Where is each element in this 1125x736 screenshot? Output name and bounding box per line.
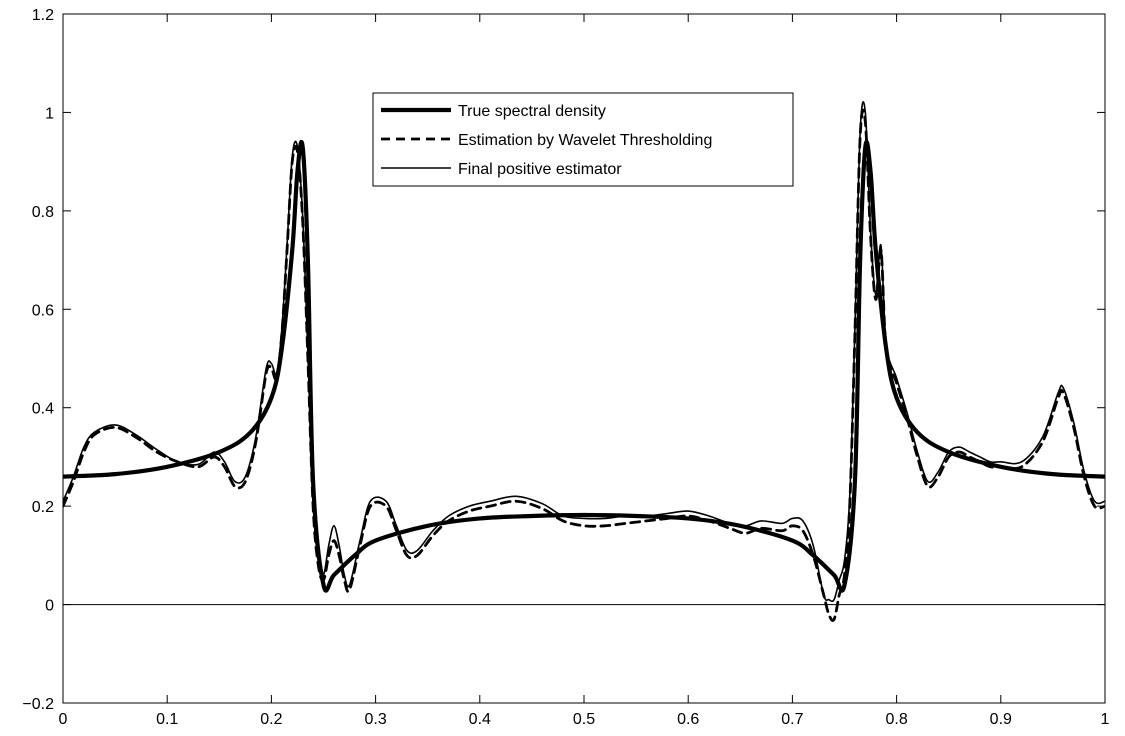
y-axis-ticks: −0.2 0 0.2 0.4 0.6 0.8 1 1.2: [22, 7, 1105, 713]
y-tick-label: −0.2: [22, 696, 54, 713]
x-tick-label: 0.1: [156, 711, 178, 728]
legend-label: Final positive estimator: [458, 161, 622, 178]
x-tick-label: 1: [1101, 711, 1110, 728]
series-wavelet-thresholding: [63, 108, 1105, 622]
x-tick-label: 0: [59, 711, 68, 728]
x-tick-label: 0.8: [885, 711, 907, 728]
series-final-positive-estimator: [63, 101, 1105, 603]
y-tick-label: 0.4: [32, 401, 54, 418]
x-tick-label: 0.3: [364, 711, 386, 728]
y-tick-label: 1.2: [32, 7, 54, 24]
x-tick-label: 0.6: [677, 711, 699, 728]
x-tick-label: 0.4: [469, 711, 491, 728]
x-tick-label: 0.2: [260, 711, 282, 728]
y-tick-label: 1: [45, 105, 54, 122]
plot-area: [63, 101, 1105, 622]
legend-label: Estimation by Wavelet Thresholding: [458, 132, 712, 149]
legend: True spectral density Estimation by Wavel…: [372, 92, 794, 187]
x-tick-label: 0.7: [781, 711, 803, 728]
x-tick-label: 0.5: [573, 711, 595, 728]
y-tick-label: 0: [45, 598, 54, 615]
y-tick-label: 0.6: [32, 302, 54, 319]
y-tick-label: 0.8: [32, 204, 54, 221]
axes-frame: [62, 13, 1106, 704]
legend-label: True spectral density: [458, 103, 606, 120]
y-tick-label: 0.2: [32, 499, 54, 516]
x-tick-label: 0.9: [990, 711, 1012, 728]
x-axis-ticks: 0 0.1 0.2 0.3 0.4 0.5 0.6 0.7 0.8 0.9 1: [59, 14, 1110, 728]
